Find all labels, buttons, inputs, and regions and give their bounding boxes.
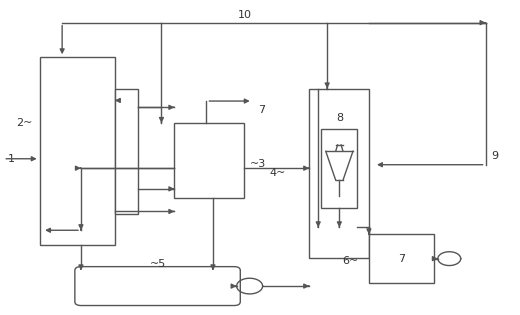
Bar [369,234,434,283]
Text: 7: 7 [398,254,405,264]
Text: 6~: 6~ [342,256,358,266]
Text: 7: 7 [258,106,265,116]
Text: 9: 9 [491,151,498,161]
FancyBboxPatch shape [75,266,240,306]
Text: 8: 8 [336,113,343,123]
Bar [174,123,244,198]
Text: 4~: 4~ [269,168,286,178]
Text: 2~: 2~ [16,118,33,128]
Text: ~5: ~5 [150,259,166,269]
Text: 1: 1 [7,154,15,164]
Bar [309,89,369,258]
Bar [115,89,138,214]
Text: 10: 10 [238,9,252,20]
Text: ~3: ~3 [250,159,266,169]
Bar [321,129,357,208]
Bar [40,57,115,245]
